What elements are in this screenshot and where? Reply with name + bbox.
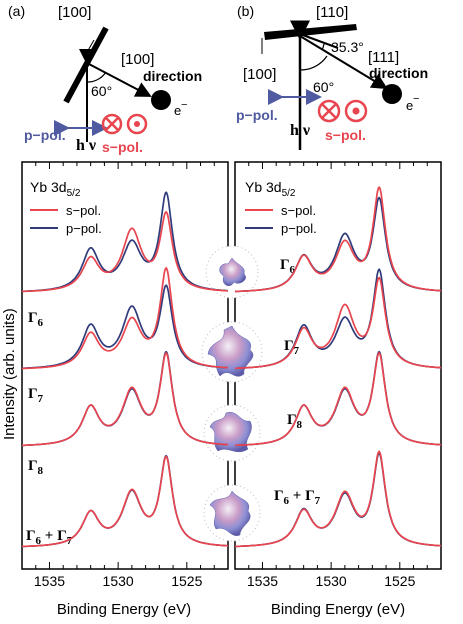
legend-s-label-left: s−pol. — [66, 203, 101, 218]
surface-label-b: [110] — [316, 4, 348, 21]
emission-direction-a — [86, 62, 152, 97]
svg-text:Γ7: Γ7 — [28, 386, 44, 405]
direction-label-a: [100] — [121, 51, 154, 68]
direction-label-b: [111] — [368, 49, 399, 66]
curve-left-1-s-pol — [22, 210, 229, 293]
svg-text:Γ6: Γ6 — [280, 257, 296, 276]
x-tick-label-left-1535: 1535 — [34, 573, 65, 589]
curve-right-3-s-pol — [235, 351, 441, 447]
normal-110-b — [299, 33, 339, 49]
s-pol-out-icon-b — [344, 99, 368, 123]
geometry-b: (b) [110] 35.3° 60° [100] [111] directio… — [236, 3, 428, 150]
s-pol-into-icon-b — [317, 99, 341, 123]
sample-surface-b — [264, 24, 357, 40]
p-pol-label-a: p−pol. — [24, 127, 66, 143]
electron-sign-a: − — [181, 99, 187, 111]
curves-right — [234, 185, 442, 548]
curve-labels-left: Γ6 Γ7 Γ8 Γ6 + Γ7 — [26, 310, 73, 547]
p-pol-label-b: p−pol. — [236, 107, 278, 123]
curve-right-1-p-pol — [235, 196, 441, 293]
title-left: Yb 3d5/2 — [30, 179, 81, 199]
curve-left-4-s-pol — [21, 455, 228, 548]
legend-p-label-right: p−pol. — [281, 221, 317, 236]
svg-text:Γ6: Γ6 — [28, 310, 44, 329]
direction-word-a: direction — [143, 68, 202, 84]
s-pol-out-icon-a — [126, 113, 148, 135]
y-axis-label: Intensity (arb. units) — [1, 308, 18, 440]
curve-right-1-s-pol — [235, 185, 442, 293]
axes-left: 1535 1530 1525 — [34, 162, 215, 589]
legend-p-label-left: p−pol. — [66, 221, 102, 236]
title-right: Yb 3d5/2 — [245, 179, 296, 199]
s-pol-label-b: s−pol. — [325, 127, 366, 143]
x-tick-label-left-1525: 1525 — [171, 573, 202, 589]
svg-text:Γ6 + Γ7: Γ6 + Γ7 — [274, 488, 321, 507]
x-tick-label-right-1525: 1525 — [384, 573, 415, 589]
svg-text:Γ8: Γ8 — [287, 412, 303, 431]
direction-word-b: direction — [369, 65, 428, 81]
electron-icon-b — [382, 84, 402, 104]
x-axis-label-right: Binding Energy (eV) — [271, 601, 405, 618]
svg-text:Γ7: Γ7 — [284, 338, 300, 357]
svg-text:Γ8: Γ8 — [28, 458, 44, 477]
title-sub-right: 5/2 — [282, 188, 296, 199]
electron-label-b: e — [406, 98, 413, 113]
legend-s-label-right: s−pol. — [281, 203, 316, 218]
svg-text:Yb 3d5/2: Yb 3d5/2 — [245, 179, 296, 199]
svg-text:Yb 3d5/2: Yb 3d5/2 — [30, 179, 81, 199]
orbital-gamma6-icon — [205, 245, 259, 299]
orbital-gamma8-icon — [203, 404, 261, 462]
surface-label-a: [100] — [58, 4, 91, 21]
panel-tag-b: (b) — [237, 3, 254, 19]
electron-icon-a — [151, 90, 171, 110]
s-pol-into-icon-a — [101, 113, 123, 135]
title-sub-left: 5/2 — [67, 188, 81, 199]
photon-label-a: h ν — [76, 137, 96, 154]
svg-text:Γ6 + Γ7: Γ6 + Γ7 — [26, 528, 73, 547]
curves-left — [21, 191, 229, 548]
x-axis-label-left: Binding Energy (eV) — [57, 601, 191, 618]
side-label-b: [100] — [243, 66, 276, 83]
geometry-a: (a) [100] 60° [100] direction e − p−pol.… — [8, 3, 202, 155]
legend-right: s−pol. p−pol. — [245, 203, 317, 236]
electron-label-a: e — [174, 103, 181, 118]
orbital-gamma6-gamma7-icon — [203, 484, 261, 542]
curve-left-3-s-pol — [22, 351, 228, 447]
curve-labels-right: Γ6 Γ7 Γ8 Γ6 + Γ7 — [274, 257, 321, 507]
angle-label-b: 60° — [313, 79, 334, 95]
s-pol-label-a: s−pol. — [102, 139, 143, 155]
curve-right-2-s-pol — [235, 276, 442, 370]
x-tick-label-left-1530: 1530 — [103, 573, 134, 589]
angle-label-a: 60° — [91, 83, 112, 99]
orbital-gamma7-icon — [201, 321, 263, 383]
title-main-right: Yb 3d — [245, 179, 282, 195]
curve-left-2-p-pol — [22, 284, 229, 370]
curve-right-4-s-pol — [235, 450, 441, 548]
x-tick-label-right-1535: 1535 — [247, 573, 278, 589]
legend-left: s−pol. p−pol. — [30, 203, 102, 236]
angle-outer-label-b: 35.3° — [331, 39, 364, 55]
curve-left-2-s-pol — [22, 266, 228, 370]
photon-label-b: h ν — [290, 122, 310, 139]
panel-tag-a: (a) — [8, 3, 25, 19]
emission-direction-b — [299, 35, 388, 90]
electron-sign-b: − — [413, 93, 419, 105]
title-main-left: Yb 3d — [30, 179, 67, 195]
x-tick-label-right-1530: 1530 — [316, 573, 347, 589]
axes-right: 1535 1530 1525 — [247, 162, 428, 589]
curve-right-4-p-pol — [235, 451, 442, 548]
